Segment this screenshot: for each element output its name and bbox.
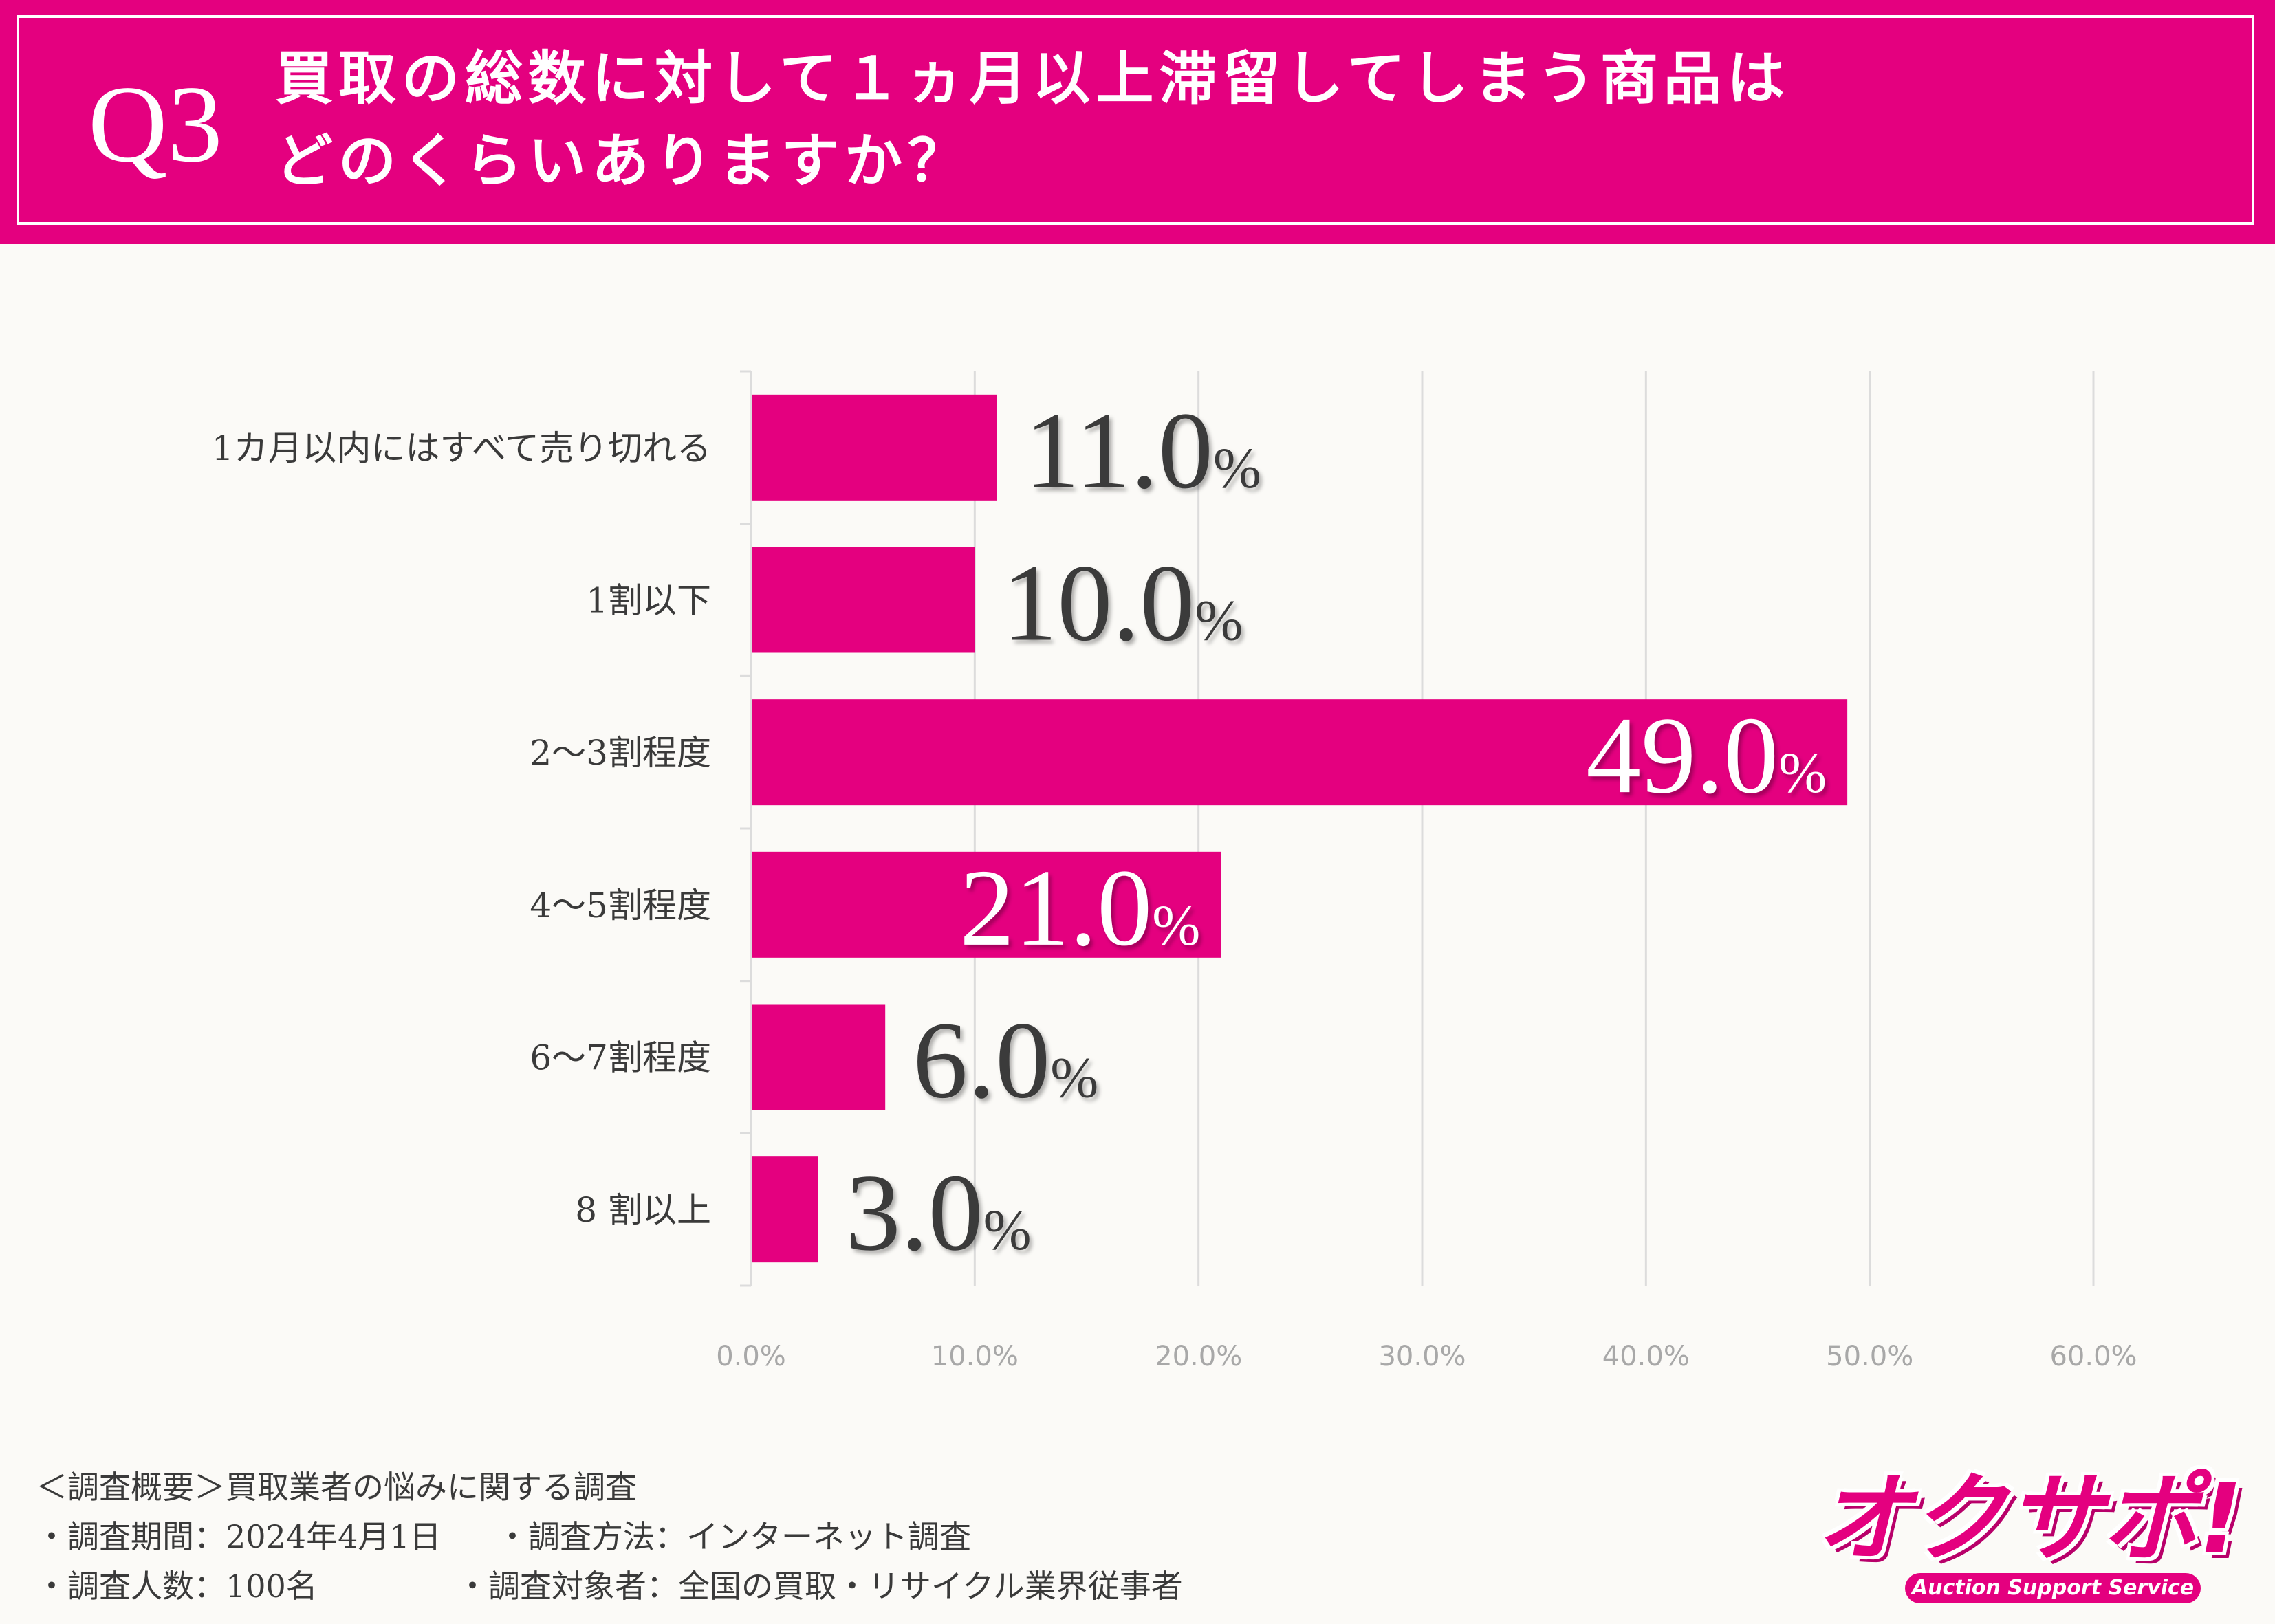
bar-chart: 11.0%10.0%49.0%21.0%6.0%3.0% 1カ月以内にはすべて売…	[0, 244, 2275, 1447]
tick-label: 30.0%	[1378, 1341, 1466, 1372]
survey-method: ・調査方法：インターネット調査	[497, 1521, 971, 1552]
question-title-line-1: 買取の総数に対して１ヵ月以上滞留してしまう商品は	[275, 50, 1790, 107]
bar	[751, 395, 997, 501]
tick-label: 20.0%	[1155, 1341, 1242, 1372]
question-number: Q3	[88, 69, 223, 179]
logo-wordmark: オクサポ!	[1816, 1471, 2214, 1568]
bar	[751, 547, 975, 653]
bar	[751, 1005, 885, 1110]
tick-label: 0.0%	[716, 1341, 786, 1372]
survey-count: ・調査人数：100名	[36, 1570, 318, 1602]
header-banner: Q3 買取の総数に対して１ヵ月以上滞留してしまう商品は どのくらいありますか？	[0, 0, 2275, 244]
category-label: 1カ月以内にはすべて売り切れる	[212, 428, 711, 468]
data-label: 6.0%	[913, 999, 1098, 1121]
tick-label: 10.0%	[931, 1341, 1019, 1372]
tick-label: 50.0%	[1826, 1341, 1913, 1372]
category-axis	[740, 371, 751, 1286]
category-label: 4〜5割程度	[530, 886, 711, 925]
tick-label: 40.0%	[1602, 1341, 1690, 1372]
category-labels: 1カ月以内にはすべて売り切れる 1割以下 2〜3割程度 4〜5割程度 6〜7割程度 8 割…	[212, 428, 711, 1230]
category-label: 1割以下	[586, 581, 711, 621]
brand-logo: オクサポ! Auction Support Service	[1816, 1471, 2214, 1609]
data-label: 3.0%	[846, 1151, 1032, 1273]
category-label: 6〜7割程度	[530, 1038, 711, 1078]
question-title-line-2: どのくらいありますか？	[275, 132, 971, 190]
bar	[751, 1156, 818, 1262]
survey-target: ・調査対象者：全国の買取・リサイクル業界従事者	[457, 1570, 1183, 1602]
bars	[751, 395, 1847, 1262]
category-label: 2〜3割程度	[530, 733, 711, 773]
data-label: 11.0%	[1025, 389, 1261, 512]
tick-labels: 0.0% 10.0% 20.0% 30.0% 40.0% 50.0% 60.0%	[716, 1341, 2137, 1372]
logo-tagline: Auction Support Service	[1905, 1573, 2201, 1603]
value-labels: 11.0%10.0%49.0%21.0%6.0%3.0%	[846, 389, 1827, 1273]
data-label: 10.0%	[1002, 542, 1243, 664]
tick-label: 60.0%	[2049, 1341, 2137, 1372]
survey-heading: ＜調査概要＞買取業者の悩みに関する調査	[36, 1471, 637, 1503]
survey-period: ・調査期間：2024年4月1日	[36, 1521, 442, 1552]
category-label: 8 割以上	[575, 1190, 711, 1230]
